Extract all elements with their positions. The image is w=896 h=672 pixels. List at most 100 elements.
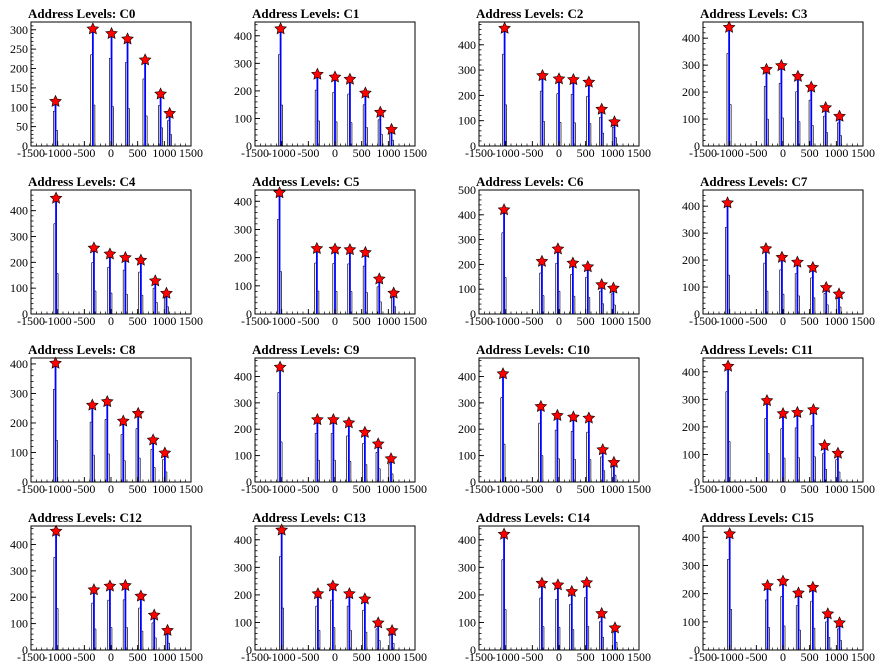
peak-star-marker-0 — [275, 523, 289, 536]
peak-bar-3 — [346, 593, 352, 650]
y-tick-label: 100 — [682, 112, 700, 126]
peak-star-marker-6 — [385, 624, 399, 637]
panel-c13: Address Levels: C13 0 100 200 300 400 -1500 -10… — [224, 504, 448, 672]
peak-star-marker-2 — [551, 408, 564, 421]
peak-bar-1 — [314, 419, 320, 482]
y-tick-label: 400 — [682, 31, 700, 45]
y-tick-label: 300 — [682, 558, 700, 572]
peak-star-marker-2 — [552, 72, 566, 85]
x-tick-label: -1500 — [241, 650, 269, 664]
x-tick-label: 500 — [353, 146, 371, 160]
y-tick-label: 200 — [682, 253, 700, 267]
peak-bar-2 — [104, 401, 110, 482]
histogram-c12: Address Levels: C12 0 100 200 300 400 -1500-10… — [10, 510, 203, 664]
x-tick-label: 1500 — [403, 146, 427, 160]
peak-bar-3 — [346, 422, 352, 482]
peak-bar-0 — [501, 209, 507, 314]
peak-star-marker-0 — [723, 527, 737, 540]
x-tick-label: -1500 — [17, 482, 45, 496]
peak-star-marker-6 — [608, 115, 621, 128]
panel-title: Address Levels: C2 — [476, 6, 583, 21]
peak-bar-0 — [279, 530, 285, 650]
x-tick-label: 1000 — [600, 314, 624, 328]
peak-star-marker-4 — [582, 75, 596, 88]
y-tick-label: 0 — [22, 643, 28, 657]
y-tick-label: 200 — [458, 588, 476, 602]
y-tick-label: 500 — [458, 183, 476, 197]
peak-bar-3 — [795, 593, 801, 650]
x-tick-label: 500 — [129, 314, 147, 328]
y-tick-label: 300 — [234, 396, 252, 410]
peak-bar-0 — [502, 28, 507, 146]
y-tick-label: 0 — [22, 139, 28, 153]
x-tick-label: -500 — [73, 314, 95, 328]
y-tick-label: 200 — [458, 257, 476, 271]
peak-bar-2 — [107, 586, 113, 650]
peak-star-marker-3 — [791, 69, 805, 82]
peak-bar-4 — [808, 87, 814, 146]
x-tick-label: -500 — [73, 650, 95, 664]
y-tick-label: 300 — [682, 226, 700, 240]
x-tick-label: 500 — [801, 146, 819, 160]
y-tick-label: 100 — [458, 615, 476, 629]
y-tick-label: 0 — [470, 139, 476, 153]
peak-bar-1 — [314, 248, 320, 314]
panel-c10: Address Levels: C10 0 100 200 300 400 -1500 -10… — [448, 336, 672, 504]
x-tick-label: -500 — [297, 650, 319, 664]
y-tick-label: 100 — [458, 282, 476, 296]
peak-bar-3 — [124, 39, 130, 146]
peak-star-marker-3 — [342, 416, 356, 429]
y-tick-label: 200 — [234, 422, 252, 436]
peak-bar-6 — [391, 293, 397, 314]
peak-star-marker-2 — [326, 579, 340, 592]
histogram-c3: Address Levels: C3 0 100 200 300 400 -1500-100… — [682, 6, 875, 160]
peak-bar-2 — [108, 33, 114, 147]
peak-bar-6 — [610, 288, 616, 314]
x-tick-label: -1500 — [465, 650, 493, 664]
peak-star-marker-5 — [371, 616, 385, 629]
histogram-c15: Address Levels: C15 0 100 200 300 400 -1500-10… — [682, 510, 875, 664]
x-tick-label: 1000 — [376, 146, 400, 160]
x-tick-label: 1500 — [179, 482, 203, 496]
histogram-c5: Address Levels: C5 0 100 200 300 400 -1500-100… — [234, 174, 427, 328]
x-tick-label: -500 — [745, 482, 767, 496]
histogram-c4: Address Levels: C4 0 100 200 300 400 -1500-100… — [10, 174, 203, 328]
peak-star-marker-2 — [103, 247, 117, 260]
y-tick-label: 400 — [234, 369, 252, 383]
peak-bar-4 — [362, 432, 368, 482]
x-tick-label: 0 — [780, 314, 786, 328]
peak-star-marker-3 — [343, 587, 356, 600]
x-tick-label: 0 — [556, 314, 562, 328]
peak-star-marker-0 — [49, 524, 63, 537]
y-tick-label: 0 — [246, 475, 252, 489]
y-tick-label: 100 — [234, 279, 252, 293]
histogram-c2: Address Levels: C2 0 100 200 300 400 -1500-100… — [458, 6, 651, 160]
peak-star-marker-1 — [760, 62, 773, 75]
y-tick-label: 200 — [10, 62, 28, 76]
x-tick-label: 1500 — [179, 650, 203, 664]
peak-bar-5 — [599, 613, 605, 650]
peak-star-marker-1 — [761, 579, 774, 592]
panel-c2: Address Levels: C2 0 100 200 300 400 -1500 -100… — [448, 0, 672, 168]
x-tick-label: 0 — [556, 146, 562, 160]
y-tick-label: 400 — [682, 530, 700, 544]
x-tick-label: -1500 — [689, 146, 717, 160]
peak-star-marker-6 — [833, 109, 846, 122]
peak-star-marker-3 — [567, 410, 580, 423]
peak-star-marker-3 — [343, 72, 357, 85]
x-tick-label: 1500 — [403, 650, 427, 664]
x-tick-label: 500 — [577, 482, 595, 496]
y-tick-label: 200 — [10, 255, 28, 269]
x-tick-label: 1000 — [376, 482, 400, 496]
peak-bar-2 — [332, 249, 338, 314]
peak-star-marker-0 — [273, 360, 287, 373]
peak-star-marker-2 — [105, 26, 118, 40]
x-tick-label: -1500 — [689, 314, 717, 328]
peak-star-marker-4 — [807, 403, 820, 416]
peak-star-marker-3 — [791, 255, 804, 268]
peak-star-marker-5 — [819, 101, 833, 114]
peak-bar-4 — [586, 82, 592, 146]
peak-bar-1 — [315, 593, 321, 650]
peak-bar-1 — [539, 583, 545, 650]
